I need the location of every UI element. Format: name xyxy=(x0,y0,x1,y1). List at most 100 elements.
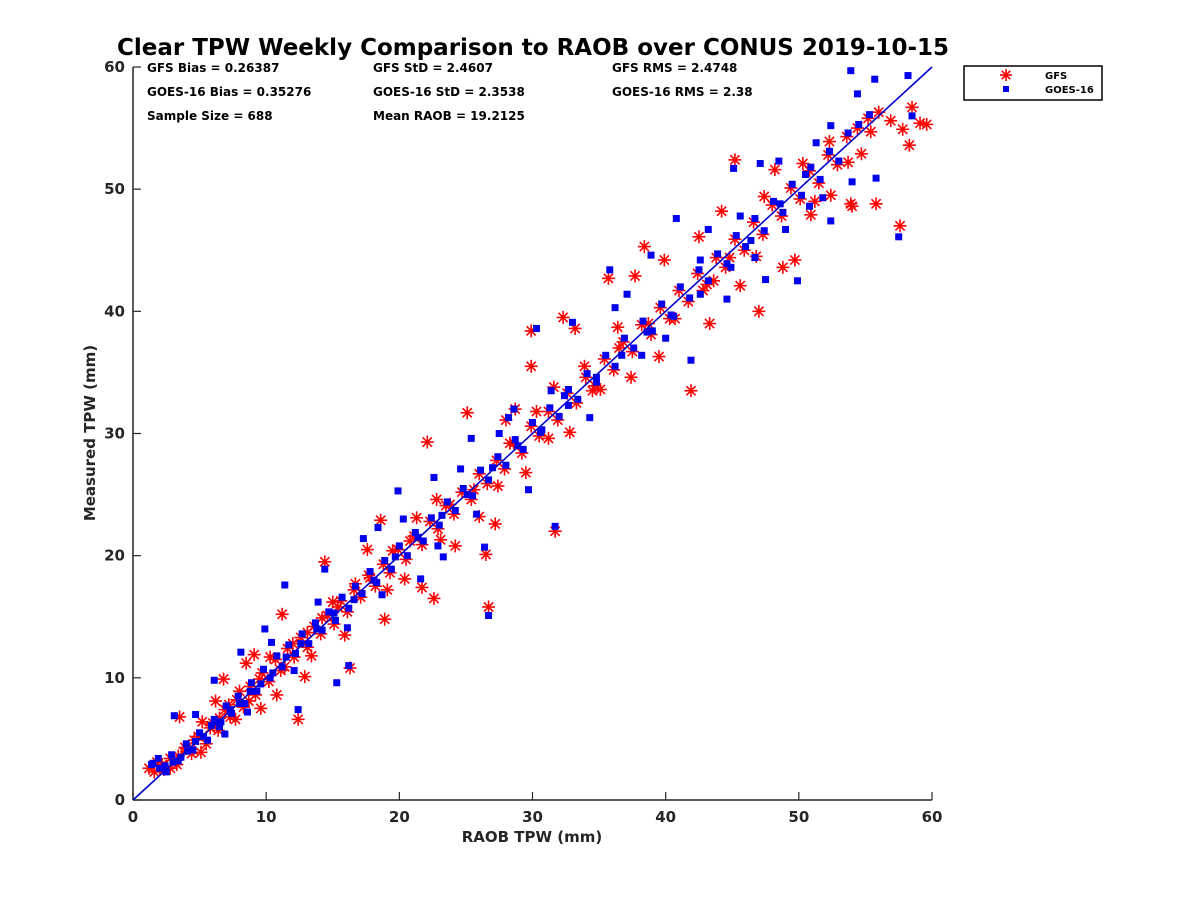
gfs-point xyxy=(254,701,268,715)
goes16-point xyxy=(411,528,419,536)
goes16-point xyxy=(788,180,796,188)
goes16-point xyxy=(281,581,289,589)
gfs-point xyxy=(902,138,916,152)
gfs-point xyxy=(291,712,305,726)
gfs-point xyxy=(768,163,782,177)
goes16-point xyxy=(696,256,704,264)
gfs-point xyxy=(360,543,374,557)
gfs-point xyxy=(209,694,223,708)
gfs-point xyxy=(519,466,533,480)
goes16-point xyxy=(278,663,286,671)
y-tick-label: 30 xyxy=(104,425,125,443)
y-tick-label: 20 xyxy=(104,547,125,565)
goes16-point xyxy=(723,295,731,303)
gfs-point xyxy=(841,155,855,169)
goes16-point xyxy=(807,163,815,171)
goes16-point xyxy=(494,453,502,461)
legend-gfs-label: GFS xyxy=(1045,71,1067,82)
series-goes16 xyxy=(148,67,916,776)
goes16-point xyxy=(751,254,759,262)
gfs-point xyxy=(239,656,253,670)
goes16-point xyxy=(291,649,299,657)
gfs-point xyxy=(822,135,836,149)
goes16-point xyxy=(847,67,855,75)
goes16-point xyxy=(387,565,395,573)
goes16-point xyxy=(241,699,249,707)
gfs-point xyxy=(556,310,570,324)
goes16-point xyxy=(532,324,540,332)
goes16-point xyxy=(343,624,351,632)
goes16-point xyxy=(419,537,427,545)
goes16-point xyxy=(756,160,764,168)
goes16-point xyxy=(797,191,805,199)
goes16-point xyxy=(192,710,200,718)
goes16-point xyxy=(266,674,274,682)
goes16-point xyxy=(525,486,533,494)
goes16-point xyxy=(760,227,768,235)
goes16-point xyxy=(381,557,389,565)
goes16-point xyxy=(184,747,192,755)
gfs-point xyxy=(611,320,625,334)
goes16-point xyxy=(338,593,346,601)
goes16-point xyxy=(430,473,438,481)
x-tick-label: 40 xyxy=(655,808,676,826)
x-tick-label: 20 xyxy=(389,808,410,826)
goes16-point xyxy=(686,294,694,302)
goes16-point xyxy=(751,214,759,222)
gfs-point xyxy=(420,435,434,449)
goes16-point xyxy=(560,392,568,400)
goes16-point xyxy=(485,476,493,484)
goes16-point xyxy=(217,718,225,726)
goes16-point xyxy=(495,430,503,437)
gfs-point xyxy=(845,199,859,213)
goes16-point xyxy=(161,762,169,770)
goes16-point xyxy=(156,764,164,772)
gfs-point xyxy=(217,672,231,686)
y-tick-label: 50 xyxy=(104,180,125,198)
goes16-point xyxy=(586,414,594,422)
goes16-point xyxy=(502,461,510,469)
goes16-point xyxy=(606,266,614,274)
goes16-point xyxy=(177,753,185,761)
gfs-point xyxy=(563,425,577,439)
goes16-point xyxy=(511,436,519,444)
gfs-point xyxy=(427,591,441,605)
gfs-point xyxy=(752,304,766,318)
goes16-point xyxy=(620,334,628,342)
goes16-point xyxy=(742,243,750,251)
goes16-point xyxy=(704,277,712,285)
y-tick-label: 0 xyxy=(115,791,125,809)
goes16-point xyxy=(747,236,755,244)
goes16-point xyxy=(467,434,475,442)
goes16-point xyxy=(443,498,451,506)
goes16-point xyxy=(592,373,600,381)
goes16-point xyxy=(776,200,784,208)
gfs-point xyxy=(593,383,607,397)
goes16-point xyxy=(345,604,353,612)
goes16-point xyxy=(350,596,358,604)
goes16-point xyxy=(723,260,731,268)
goes16-point xyxy=(374,524,382,532)
goes16-point xyxy=(313,625,321,633)
goes16-point xyxy=(260,665,268,673)
goes16-point xyxy=(228,709,236,717)
goes16-point xyxy=(583,370,591,378)
goes16-point xyxy=(519,445,527,453)
goes16-point xyxy=(529,419,536,427)
goes16-point xyxy=(261,625,269,633)
goes16-point xyxy=(782,225,790,233)
goes16-point xyxy=(216,723,224,731)
gfs-point xyxy=(482,600,496,614)
goes16-point xyxy=(269,669,277,677)
stat-goes-std: GOES-16 StD = 2.3538 xyxy=(373,85,525,99)
goes16-point xyxy=(623,290,631,298)
legend: GFS GOES-16 xyxy=(963,65,1103,101)
goes16-point xyxy=(438,511,446,519)
goes16-point xyxy=(848,178,856,186)
goes16-point xyxy=(477,466,485,474)
goes16-point xyxy=(568,318,576,326)
goes16-point xyxy=(853,90,861,98)
goes16-point xyxy=(485,612,493,620)
stat-goes-rms: GOES-16 RMS = 2.38 xyxy=(612,85,753,99)
